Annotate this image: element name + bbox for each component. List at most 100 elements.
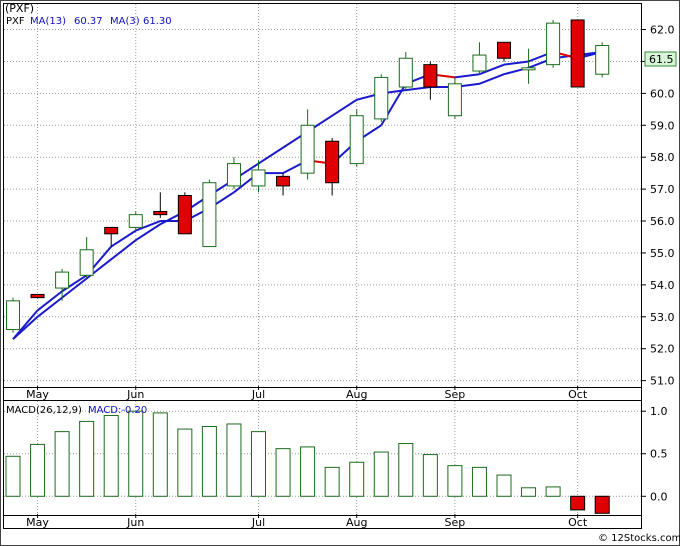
candle [472,42,487,75]
price-tick-label: 53.0 [650,311,675,324]
price-tick-label: 56.0 [650,215,675,228]
macd-panel [3,400,642,516]
ma3-segment [454,73,480,79]
candle [226,157,241,190]
macd-bar [471,466,487,497]
candle-body [349,115,364,165]
month-label: May [26,516,49,529]
candle [325,138,340,196]
macd-tick-label: 0.5 [650,448,668,461]
last-price-marker: 61.5 [644,51,677,67]
macd-legend-name: MACD(26,12,9) [6,405,82,416]
candle-body [6,300,20,331]
copyright: © 12Stocks.com [598,533,680,544]
macd-bar [79,420,95,497]
candle-body [447,83,462,117]
price-tick-label: 60.0 [650,87,675,100]
month-label: Jun [126,516,144,529]
ma3-segment [503,60,529,66]
candle-body [153,210,168,216]
macd-tick-label: 0.0 [650,490,668,503]
candle-body [398,57,413,88]
candle-body [546,22,561,66]
ma3-segment [61,274,88,293]
macd-bar [349,461,365,497]
candle [423,61,438,100]
candle-body [30,293,45,299]
month-labels-bottom: May Jun Jul Aug Sep Oct [26,514,588,529]
candle-body [251,169,266,187]
candle-body [202,182,217,248]
price-tick-label: 55.0 [650,247,675,260]
candle-body [325,140,340,184]
month-label: Aug [346,516,367,529]
candle [79,236,94,279]
candle-body [226,163,241,187]
last-price-label: 61.5 [649,53,674,66]
macd-bar [275,448,291,497]
macd-bar [594,495,610,514]
price-grid [4,4,641,387]
ma3-segment [36,290,63,312]
macd-bars [5,410,610,514]
macd-bar [251,431,266,497]
candle-body [104,226,119,235]
price-tick-label: 58.0 [650,151,675,164]
macd-bar [570,495,586,511]
macd-bar [398,443,414,497]
candle [6,297,20,333]
month-label: May [26,388,49,401]
macd-bar [54,431,70,497]
candle [349,109,364,167]
price-tick-label: 54.0 [650,279,675,292]
macd-bar [300,446,316,497]
candle [521,48,536,84]
candle-body [55,271,70,289]
macd-bar [422,454,438,497]
candle-body [570,19,585,88]
candle-body [595,44,610,75]
macd-bar [545,486,561,497]
ma3-segment [135,220,161,232]
macd-legend: MACD(26,12,9) MACD:-0.20 [6,405,147,416]
candle [30,293,45,299]
legend-ma3-value: 61.30 [143,16,172,27]
price-legend: PXF MA(13) 60.37 MA(3) 61.30 [6,16,172,27]
macd-bar [128,410,144,497]
macd-bar [152,412,168,497]
candle-body [79,249,94,276]
candle [276,173,291,196]
candle-body [177,195,192,235]
legend-ma13: MA(13) [30,16,66,27]
macd-bar [177,428,193,497]
legend-ma13-value: 60.37 [74,16,103,27]
price-title: (PXF) [5,2,34,15]
ma3-segment [12,309,39,340]
candle-body [497,41,511,59]
price-tick-label: 52.0 [650,343,675,356]
macd-tick-label: 1.0 [650,405,668,418]
month-labels-top: May Jun Jul Aug Sep Oct [26,386,588,401]
candle-body [423,64,438,88]
macd-bar [5,455,21,497]
month-label: Oct [568,388,588,401]
month-label: Oct [568,516,588,529]
candle [374,74,389,123]
month-label: Jun [126,388,144,401]
candle-body [128,214,143,228]
candle [104,226,119,247]
macd-bar [30,443,46,497]
candle-body [300,124,315,174]
candle [202,179,217,248]
candle [153,192,168,218]
month-label: Aug [346,388,367,401]
candle [55,268,70,301]
macd-bar [447,465,463,497]
macd-bar [324,466,340,497]
candles [6,19,610,333]
candle [300,109,315,180]
candle [595,42,610,78]
macd-bar [496,474,512,497]
month-label: Jul [251,388,265,401]
